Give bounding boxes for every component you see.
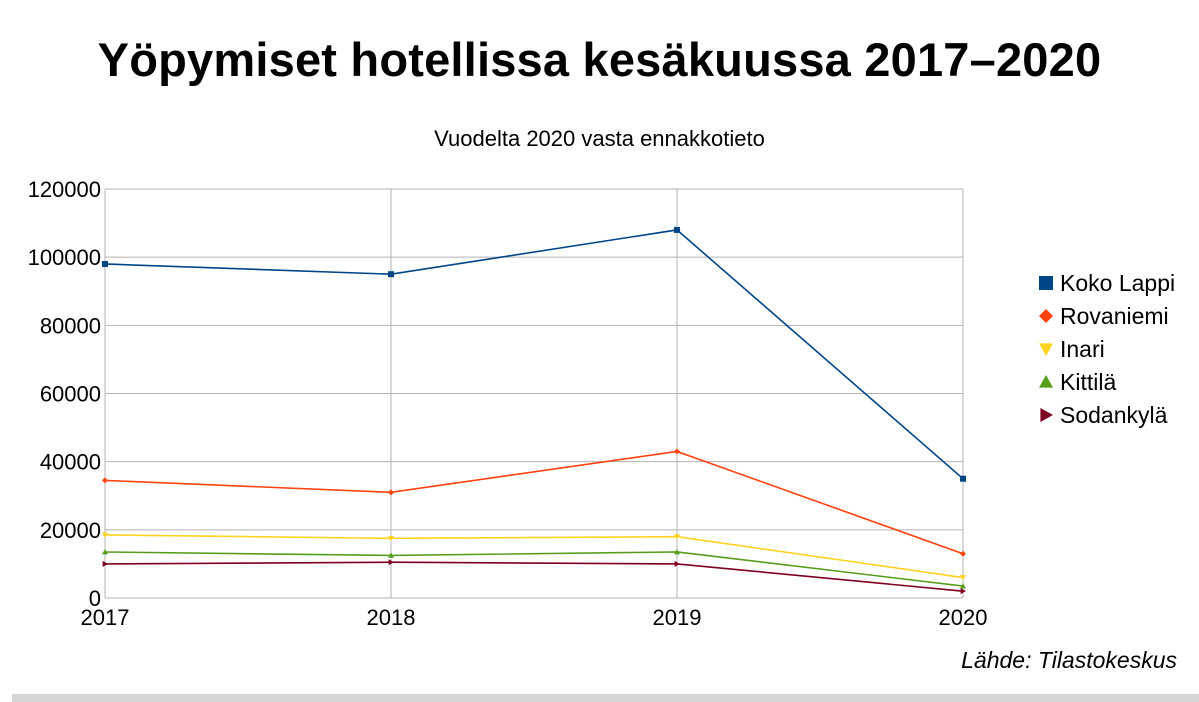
legend-label: Rovaniemi bbox=[1060, 303, 1169, 329]
data-point-sodankyla bbox=[674, 560, 680, 567]
legend-marker bbox=[1039, 343, 1053, 356]
data-point-inari bbox=[960, 575, 966, 581]
legend-marker bbox=[1039, 375, 1053, 388]
data-point-sodankyla bbox=[960, 588, 966, 595]
y-tick-label: 40000 bbox=[40, 450, 101, 475]
y-tick-label: 80000 bbox=[40, 313, 101, 338]
bottom-divider bbox=[12, 694, 1199, 702]
y-tick-label: 0 bbox=[89, 586, 101, 611]
data-point-sodankyla bbox=[388, 559, 394, 566]
data-point-rovaniemi bbox=[674, 448, 680, 455]
y-tick-label: 20000 bbox=[40, 518, 101, 543]
series-lines bbox=[102, 226, 966, 595]
series-line-sodankyla bbox=[104, 561, 964, 592]
data-point-inari bbox=[674, 534, 680, 540]
y-tick-label: 100000 bbox=[28, 245, 101, 270]
data-point-kittila bbox=[388, 552, 394, 558]
series-line-kittila bbox=[104, 551, 964, 587]
legend-item-koko-lappi: Koko Lappi bbox=[1039, 270, 1175, 296]
data-point-koko-lappi bbox=[102, 260, 108, 267]
legend-marker bbox=[1039, 309, 1053, 323]
data-point-kittila bbox=[102, 548, 108, 555]
y-tick-label: 60000 bbox=[40, 382, 101, 407]
data-point-koko-lappi bbox=[388, 271, 394, 278]
legend-item-sodankyla: Sodankylä bbox=[1040, 402, 1168, 428]
legend-marker bbox=[1039, 276, 1053, 290]
y-tick-label: 120000 bbox=[28, 177, 101, 202]
legend: Koko Lappi Rovaniemi Inari Kittilä Sodankylä bbox=[1039, 270, 1175, 428]
x-tick-label: 2017 bbox=[81, 605, 130, 630]
data-point-kittila bbox=[960, 583, 966, 589]
data-point-sodankyla bbox=[102, 560, 108, 567]
x-axis-tick-labels: 2017 2018 2019 2020 bbox=[81, 605, 988, 630]
x-tick-label: 2020 bbox=[939, 605, 988, 630]
chart-subtitle: Vuodelta 2020 vasta ennakkotieto bbox=[434, 126, 765, 151]
legend-label: Inari bbox=[1060, 336, 1105, 362]
x-tick-label: 2018 bbox=[367, 605, 416, 630]
legend-item-rovaniemi: Rovaniemi bbox=[1039, 303, 1169, 329]
data-point-inari bbox=[388, 535, 394, 542]
legend-marker bbox=[1040, 408, 1053, 422]
chart-title: Yöpymiset hotellissa kesäkuussa 2017–202… bbox=[97, 33, 1102, 86]
data-point-koko-lappi bbox=[960, 475, 966, 482]
data-point-rovaniemi bbox=[388, 489, 394, 496]
series-line-koko-lappi bbox=[104, 229, 964, 480]
series-line-rovaniemi bbox=[104, 450, 964, 555]
data-point-inari bbox=[102, 532, 108, 538]
legend-item-inari: Inari bbox=[1039, 336, 1105, 362]
x-tick-label: 2019 bbox=[653, 605, 702, 630]
data-point-koko-lappi bbox=[674, 226, 680, 233]
series-line-inari bbox=[104, 534, 964, 579]
data-point-rovaniemi bbox=[102, 477, 108, 484]
legend-label: Sodankylä bbox=[1060, 402, 1168, 428]
data-point-rovaniemi bbox=[960, 550, 966, 557]
grid-lines bbox=[104, 188, 964, 599]
legend-label: Kittilä bbox=[1060, 369, 1116, 395]
source-note: Lähde: Tilastokeskus bbox=[961, 647, 1177, 673]
y-axis-tick-labels: 0 20000 40000 60000 80000 100000 120000 bbox=[28, 177, 101, 611]
legend-item-kittila: Kittilä bbox=[1039, 369, 1116, 395]
data-point-kittila bbox=[674, 548, 680, 555]
legend-label: Koko Lappi bbox=[1060, 270, 1175, 296]
